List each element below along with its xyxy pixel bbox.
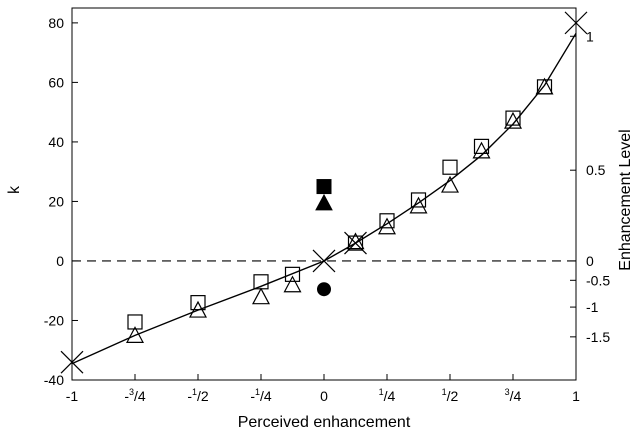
x-cross-point [312, 249, 336, 273]
open-square-point [379, 213, 395, 229]
x-cross-point [564, 11, 588, 35]
y2-axis-title: Enhancement Level [617, 129, 634, 270]
y-tick-label: 80 [48, 15, 64, 31]
open-square-point [473, 138, 490, 154]
y-tick-label: -40 [44, 372, 64, 388]
open-triangle-point [283, 275, 302, 293]
x-tick-label: -1 [66, 388, 79, 404]
open-square-point [190, 295, 206, 311]
x-axis-title: Perceived enhancement [238, 414, 411, 431]
open-square-point [253, 274, 269, 290]
y2-tick-label: -0.5 [586, 272, 610, 288]
open-square-point [442, 159, 458, 175]
y2-tick-label: 0.5 [586, 162, 606, 178]
y2-tick-label: 1 [586, 28, 594, 44]
y-tick-label: 40 [48, 134, 64, 150]
data-markers [60, 11, 588, 374]
open-triangle-point [535, 77, 554, 95]
open-square-point [347, 235, 364, 251]
open-triangle-point [409, 196, 428, 214]
axis-ticks: -40 -20 0 20 40 60 80 1 0.5 0 -0.5 -1 -1.5 -1 -3/4 -1/2… [44, 15, 611, 404]
y-tick-label: 20 [48, 193, 64, 209]
x-tick-label: 1/2 [442, 387, 459, 404]
x-tick-label: 1 [572, 388, 580, 404]
open-triangle-point [378, 217, 396, 235]
x-tick-label: 0 [320, 388, 328, 404]
open-square-point [284, 266, 301, 282]
open-triangle-point [472, 141, 491, 159]
open-triangle-point [346, 232, 365, 250]
open-square-point [410, 192, 427, 208]
y-tick-label: -20 [44, 312, 64, 328]
y-tick-label: 0 [56, 253, 64, 269]
filled-square-point [316, 179, 332, 195]
open-triangle-point [189, 300, 207, 318]
filled-circle-point [317, 282, 331, 297]
open-triangle-point [504, 111, 522, 129]
y2-tick-label: -1 [586, 299, 599, 315]
open-square-point [505, 110, 521, 126]
x-tick-label: -1/4 [250, 387, 272, 404]
y2-tick-label: -1.5 [586, 329, 610, 345]
x-tick-label: -3/4 [124, 387, 146, 404]
x-tick-label: 1/4 [379, 387, 396, 404]
x-tick-label: -1/2 [187, 387, 209, 404]
x-tick-label: 3/4 [505, 387, 522, 404]
open-triangle-point [441, 175, 459, 193]
open-triangle-point [252, 287, 270, 305]
x-cross-point [60, 350, 84, 374]
y2-tick-label: 0 [586, 253, 594, 269]
open-square-point [127, 314, 143, 330]
filled-triangle-point [315, 193, 333, 211]
x-cross-point [344, 231, 367, 255]
open-triangle-point [126, 326, 144, 343]
y-axis-title: k [6, 185, 23, 194]
y-tick-label: 60 [48, 74, 64, 90]
